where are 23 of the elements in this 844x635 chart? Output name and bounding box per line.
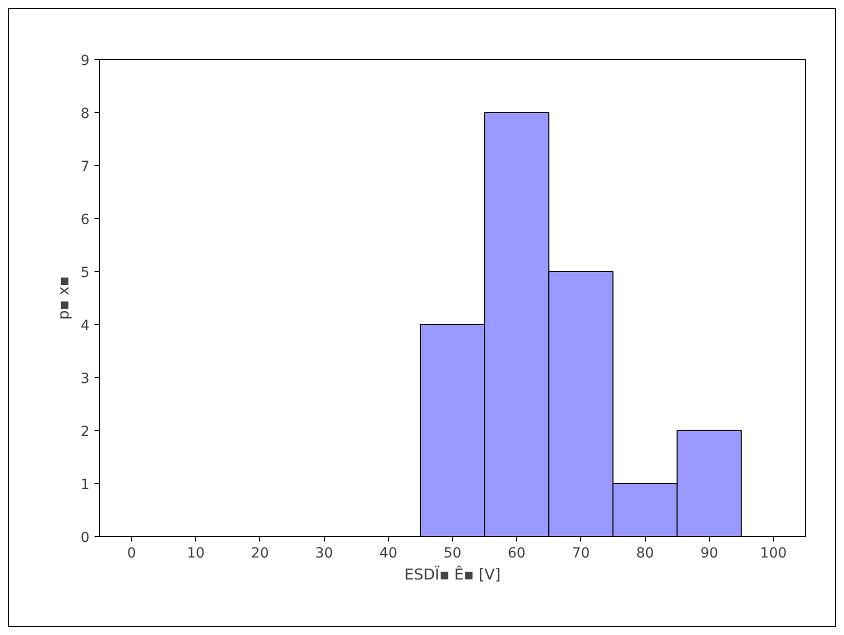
y-tick-label: 1 [80, 477, 90, 493]
x-axis-title: ESDÏ▪ Ê▪ [V] [404, 566, 501, 584]
x-tick-label: 60 [508, 546, 526, 562]
x-tick-label: 20 [251, 546, 269, 562]
x-tick-label: 100 [760, 546, 787, 562]
y-tick-label: 7 [80, 159, 90, 175]
x-tick-label: 50 [444, 546, 462, 562]
x-tick-label: 70 [572, 546, 590, 562]
x-tick-label: 0 [127, 546, 136, 562]
x-tick-label: 80 [636, 546, 654, 562]
x-tick-label: 90 [700, 546, 718, 562]
y-tick-label: 2 [80, 424, 90, 440]
y-tick-label: 0 [80, 530, 90, 546]
y-axis-title: p▪ x▪ [54, 276, 73, 320]
y-tick-label: 3 [80, 371, 90, 387]
y-tick-label: 5 [80, 265, 90, 281]
y-tick-label: 9 [80, 53, 90, 69]
x-tick-label: 40 [379, 546, 398, 562]
y-tick-label: 4 [80, 318, 90, 334]
y-tick-label: 6 [80, 212, 90, 228]
x-tick-label: 30 [315, 546, 334, 562]
x-tick-label: 10 [186, 546, 205, 562]
y-tick-label: 8 [80, 106, 90, 122]
